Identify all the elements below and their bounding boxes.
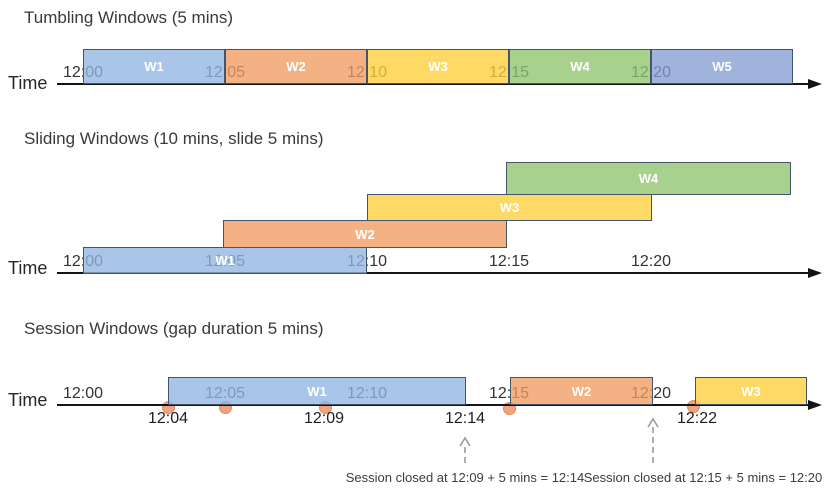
event-time-1204: 12:04 (147, 410, 189, 427)
window-label: W2 (355, 226, 375, 242)
sliding-tick-1220: 12:20 (630, 253, 672, 270)
session-window-w1: W1 (168, 377, 466, 405)
tumbling-window-w2: W2 (225, 49, 367, 84)
sliding-time-axis-label: Time (8, 258, 48, 278)
window-label: W4 (570, 59, 590, 74)
session-time-axis-label: Time (8, 390, 48, 410)
session-closed-arrow-2-icon (647, 417, 659, 463)
window-label: W1 (144, 59, 164, 74)
tumbling-window-w4: W4 (509, 49, 651, 84)
session-closed-note-2: Session closed at 12:15 + 5 mins = 12:20 (583, 470, 823, 485)
tumbling-section-title: Tumbling Windows (5 mins) (24, 8, 234, 27)
session-timeline (57, 404, 813, 406)
event-time-1214: 12:14 (444, 410, 486, 427)
session-section-title: Session Windows (gap duration 5 mins) (24, 319, 324, 338)
event-time-1222: 12:22 (676, 410, 718, 427)
session-window-w2: W2 (510, 377, 653, 405)
sliding-timeline-arrowhead-icon (808, 268, 822, 278)
window-label: W2 (286, 59, 306, 74)
session-closed-arrow-1-icon (459, 436, 471, 463)
tumbling-timeline-arrowhead-icon (808, 79, 822, 89)
window-label: W3 (499, 200, 520, 215)
event-time-1209: 12:09 (303, 410, 345, 427)
window-label: W5 (712, 59, 732, 74)
window-label: W1 (215, 253, 235, 268)
sliding-window-w3: W3 (367, 194, 652, 221)
session-timeline-arrowhead-icon (808, 400, 822, 410)
tumbling-window-w1: W1 (83, 49, 225, 84)
tumbling-timeline (57, 83, 813, 85)
sliding-tick-1215: 12:15 (488, 253, 530, 270)
session-tick-1200: 12:00 (62, 385, 104, 402)
sliding-timeline (57, 272, 813, 274)
tumbling-window-w3: W3 (367, 49, 509, 84)
sliding-window-w1: W1 (83, 247, 367, 274)
tumbling-window-w5: W5 (651, 49, 793, 84)
sliding-section-title: Sliding Windows (10 mins, slide 5 mins) (24, 129, 324, 148)
window-label: W3 (428, 59, 448, 74)
window-label: W4 (638, 171, 659, 186)
sliding-window-w4: W4 (506, 162, 791, 195)
session-closed-note-1: Session closed at 12:09 + 5 mins = 12:14 (345, 470, 585, 485)
session-window-w3: W3 (695, 377, 807, 405)
window-label: W3 (741, 383, 761, 399)
sliding-window-w2: W2 (223, 220, 507, 248)
tumbling-time-axis-label: Time (8, 73, 48, 93)
window-label: W2 (571, 383, 592, 399)
window-label: W1 (307, 383, 327, 399)
